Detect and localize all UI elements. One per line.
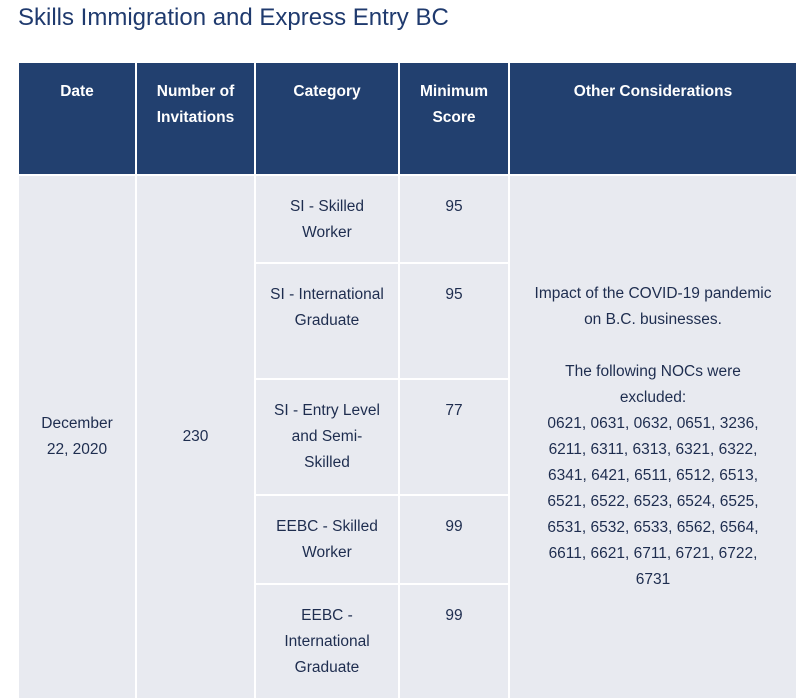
score-cell: 95 xyxy=(400,264,508,378)
note: Impact of the COVID-19 pandemic on B.C. … xyxy=(534,285,772,328)
category-cell: SI - Skilled Worker xyxy=(256,176,398,262)
column-header: Minimum Score xyxy=(400,63,508,174)
table-row: SI - Entry Level and Semi-Skilled 77 xyxy=(19,380,796,494)
header-row: Date Number of Invitations Category Mini… xyxy=(19,63,796,174)
category-cell: SI - Entry Level and Semi-Skilled xyxy=(256,380,398,494)
table-row: December 22, 2020 230 SI - Skilled Worker 9… xyxy=(19,176,796,698)
column-header: Number of Invitations xyxy=(137,63,254,174)
score-cell: 99 xyxy=(400,496,508,583)
category-cell: EEBC - International Graduate xyxy=(256,585,398,698)
invitations-cell: 230 xyxy=(137,176,254,698)
table-row: EEBC - Skilled Worker 99 xyxy=(19,496,796,583)
category-cell: EEBC - Skilled Worker xyxy=(256,496,398,583)
other-cell: Impact of the COVID-19 pandemic on B.C. … xyxy=(510,176,796,698)
excluded-heading: The following NOCs were excluded: xyxy=(565,363,741,406)
page-title: Skills Immigration and Express Entry BC xyxy=(18,4,449,31)
score-cell: 77 xyxy=(400,380,508,494)
score-cell: 99 xyxy=(400,585,508,698)
draw-table: Date Number of Invitations Category Mini… xyxy=(17,61,798,700)
excluded-list: 0621, 0631, 0632, 0651, 3236, 6211, 6311… xyxy=(547,415,759,588)
table-row: EEBC - International Graduate 99 xyxy=(19,585,796,698)
column-header: Other Considerations xyxy=(510,63,796,174)
column-header: Date xyxy=(19,63,135,174)
date-cell: December 22, 2020 xyxy=(19,176,135,698)
category-cell: SI - International Graduate xyxy=(256,264,398,378)
table-row: SI - International Graduate 95 xyxy=(19,264,796,378)
column-header: Category xyxy=(256,63,398,174)
score-cell: 95 xyxy=(400,176,508,262)
